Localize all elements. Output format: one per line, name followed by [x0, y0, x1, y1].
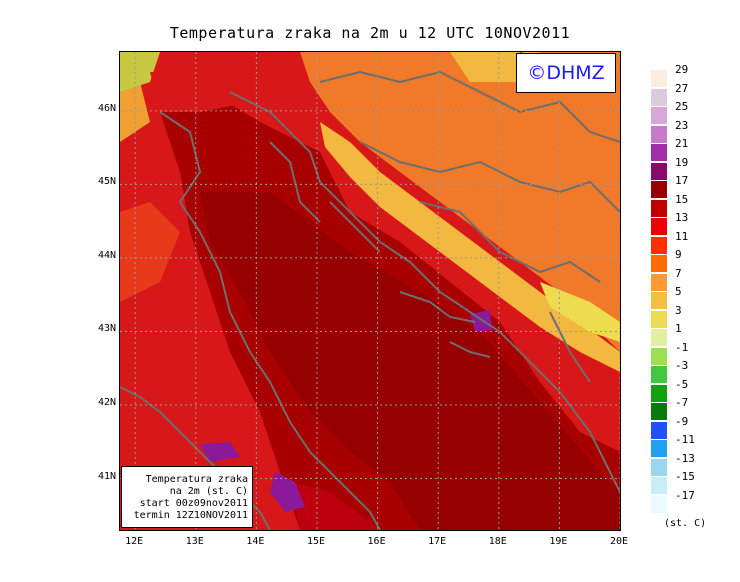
southern-sea-warm: [290, 482, 380, 530]
legend-swatch: [651, 329, 667, 346]
legend-swatch: [651, 495, 667, 513]
info-line-2: na 2m (st. C): [169, 486, 248, 497]
legend-swatch: [651, 366, 667, 383]
legend-label: 17: [675, 174, 689, 187]
legend-label: -5: [675, 377, 689, 391]
legend-swatch: [651, 458, 667, 476]
lon-tick-label: 16E: [367, 536, 386, 547]
legend-label: 27: [675, 81, 689, 95]
legend-label: -17: [675, 488, 695, 502]
lat-tick-label: 41N: [97, 470, 116, 482]
legend-swatch: [651, 347, 667, 365]
lon-tick-label: 14E: [246, 536, 265, 547]
legend-label: 11: [675, 229, 689, 243]
map-title: Temperatura zraka na 2m u 12 UTC 10NOV20…: [169, 24, 571, 42]
legend-swatch: [651, 255, 667, 272]
legend-swatch: [651, 384, 667, 402]
info-line-4: termin 12Z10NOV2011: [133, 510, 248, 521]
legend-swatch: [651, 421, 667, 439]
legend-label: 19: [675, 155, 689, 169]
legend-label: 25: [675, 100, 689, 113]
coastlines: [120, 52, 620, 530]
legend-swatch: [651, 181, 667, 198]
hot-spot-sea: [270, 472, 305, 512]
legend-label: 15: [675, 192, 689, 206]
legend-swatch: [651, 292, 667, 309]
legend-label: 1: [675, 322, 682, 335]
legend-label: 3: [675, 303, 682, 317]
po-valley: [150, 72, 250, 112]
legend-label: 23: [675, 118, 689, 132]
legend-label: -3: [675, 359, 689, 372]
dhmz-copyright: ©DHMZ: [516, 53, 616, 93]
legend-label: -9: [675, 414, 689, 428]
legend-swatch: [651, 70, 667, 87]
lon-tick-label: 19E: [549, 536, 568, 547]
lon-tick-label: 12E: [125, 536, 144, 547]
lon-tick-label: 20E: [609, 536, 629, 547]
balkan-inland: [300, 52, 620, 352]
legend-swatch: [651, 403, 667, 420]
legend-label: -1: [675, 340, 689, 354]
temperature-map: [119, 51, 621, 531]
legend-swatch: [651, 199, 667, 217]
adriatic-deep: [200, 192, 620, 530]
legend-swatch: [651, 440, 667, 457]
lat-tick-label: 42N: [97, 396, 116, 408]
legend-swatch: [651, 107, 667, 124]
lat-tick-label: 45N: [97, 176, 116, 188]
legend-label: 9: [675, 248, 682, 261]
legend-label: -11: [675, 433, 695, 446]
info-line-3: start 00z09nov2011: [139, 498, 248, 509]
graticule: [120, 52, 620, 530]
legend-swatch: [651, 125, 667, 143]
lon-tick-label: 15E: [306, 536, 325, 547]
lat-tick-label: 43N: [97, 323, 116, 335]
legend-swatch: [651, 144, 667, 161]
hot-spot-italy: [200, 442, 240, 462]
legend-swatch: [651, 162, 667, 180]
legend-swatch: [651, 273, 667, 291]
lon-tick-label: 17E: [428, 536, 447, 547]
info-line-1: Temperatura zraka: [145, 474, 248, 485]
legend-label: 7: [675, 266, 682, 280]
high-mountain: [540, 282, 620, 342]
legend-label: -7: [675, 396, 689, 409]
legend-label: -13: [675, 451, 695, 465]
alps-cool-patch: [120, 52, 160, 92]
legend-label: 5: [675, 285, 682, 298]
forecast-info-box: Temperatura zraka na 2m (st. C) start 00…: [121, 466, 253, 528]
lon-tick-label: 18E: [488, 536, 507, 547]
legend-label: 29: [675, 63, 689, 76]
lat-tick-label: 46N: [97, 102, 116, 114]
legend-swatch: [651, 88, 667, 106]
legend-swatch: [651, 236, 667, 254]
legend-unit: (st. C): [664, 518, 707, 529]
map-canvas: [120, 52, 620, 530]
legend-label: 13: [675, 211, 689, 224]
legend-swatch: [651, 218, 667, 235]
lon-tick-label: 13E: [185, 536, 204, 547]
legend-swatch: [651, 310, 667, 328]
legend-swatch: [651, 477, 667, 494]
lat-tick-label: 44N: [97, 249, 116, 261]
legend-label: -15: [675, 470, 695, 483]
legend-label: 21: [675, 137, 689, 150]
